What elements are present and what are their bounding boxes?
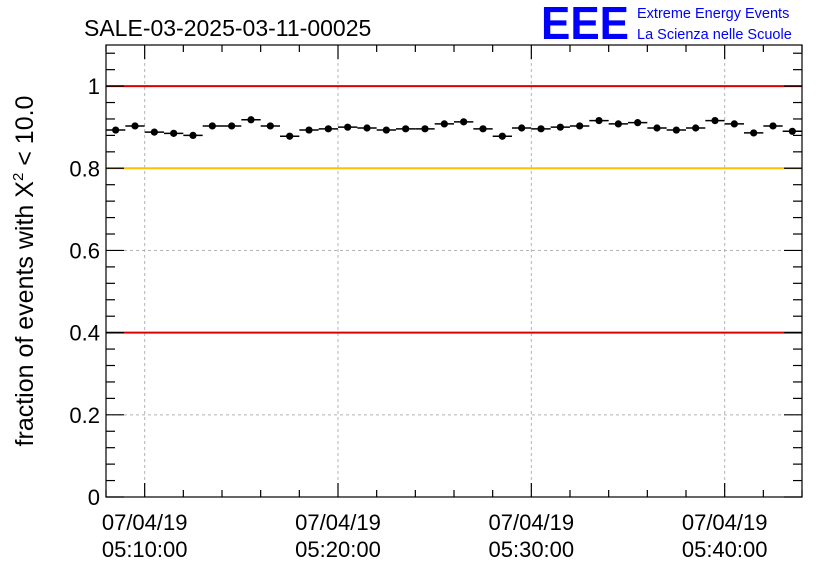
data-point (730, 120, 738, 128)
data-point (595, 117, 603, 125)
data-point (634, 119, 642, 127)
data-point (769, 122, 777, 130)
data-point (498, 132, 506, 140)
x-tick-label-date: 07/04/19 (682, 510, 768, 535)
x-tick-label-time: 05:40:00 (682, 537, 768, 562)
reference-lines (106, 85, 802, 334)
data-point (344, 123, 352, 131)
data-point (286, 132, 294, 140)
data-point (266, 122, 274, 130)
data-point (402, 125, 410, 133)
y-axis-label-suffix: < 10.0 (11, 96, 39, 173)
data-point (518, 124, 526, 132)
data-point (692, 124, 700, 132)
data-point (150, 128, 158, 136)
data-point (305, 126, 313, 134)
data-point (479, 125, 487, 133)
y-tick-label: 0.8 (69, 156, 100, 181)
data-point (208, 122, 216, 130)
y-axis-label-superscript: 2 (10, 173, 27, 181)
x-tick-label-date: 07/04/19 (102, 510, 188, 535)
data-point (576, 122, 584, 130)
data-point (170, 129, 178, 137)
data-point (112, 126, 120, 134)
eee-logo-line1: Extreme Energy Events (637, 6, 789, 22)
y-tick-label: 0.2 (69, 403, 100, 428)
data-points (106, 116, 802, 140)
y-tick-labels: 0 0.2 0.4 0.6 0.8 1 (69, 74, 100, 510)
axis-ticks (105, 45, 803, 498)
data-point (460, 118, 468, 126)
data-point (614, 120, 622, 128)
data-point (247, 116, 255, 124)
data-point (382, 126, 390, 134)
data-point (537, 125, 545, 133)
x-tick-label-time: 05:20:00 (295, 537, 381, 562)
x-tick-labels: 07/04/1905:10:0007/04/1905:20:0007/04/19… (102, 510, 768, 562)
y-tick-label: 0 (88, 485, 100, 510)
data-point (363, 124, 371, 132)
eee-logo-line2: La Scienza nelle Scuole (637, 27, 792, 43)
y-axis-label: fraction of events with X2 < 10.0 (10, 96, 39, 447)
x-tick-label-time: 05:10:00 (102, 537, 188, 562)
data-point (750, 129, 758, 137)
x-tick-label-date: 07/04/19 (489, 510, 575, 535)
y-tick-label: 0.6 (69, 238, 100, 263)
data-point (556, 123, 564, 131)
data-point (440, 120, 448, 128)
x-tick-label-time: 05:30:00 (489, 537, 575, 562)
data-point (788, 127, 796, 135)
data-point (189, 131, 197, 139)
eee-logo-letters: EEE (541, 0, 629, 49)
data-point (653, 124, 661, 132)
y-tick-label: 0.4 (69, 321, 100, 346)
eee-logo: EEE Extreme Energy Events La Scienza nel… (541, 0, 792, 49)
data-point (228, 122, 236, 130)
data-point (131, 122, 139, 130)
data-point (672, 126, 680, 134)
data-point (421, 125, 429, 133)
y-tick-label: 1 (88, 74, 100, 99)
y-axis-label-prefix: fraction of events with X (11, 181, 39, 447)
data-point (324, 125, 332, 133)
data-point (711, 117, 719, 125)
x-tick-label-date: 07/04/19 (295, 510, 381, 535)
chart-title: SALE-03-2025-03-11-00025 (84, 15, 371, 41)
